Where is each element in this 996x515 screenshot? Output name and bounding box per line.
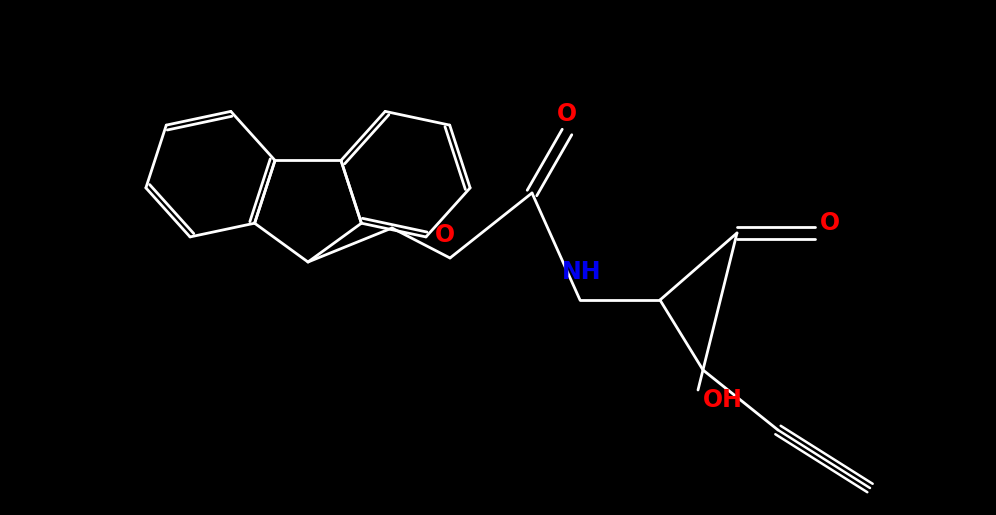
Text: O: O bbox=[557, 102, 577, 126]
Text: O: O bbox=[820, 211, 840, 235]
Text: NH: NH bbox=[563, 260, 602, 284]
Text: O: O bbox=[435, 223, 455, 247]
Text: OH: OH bbox=[703, 388, 743, 412]
